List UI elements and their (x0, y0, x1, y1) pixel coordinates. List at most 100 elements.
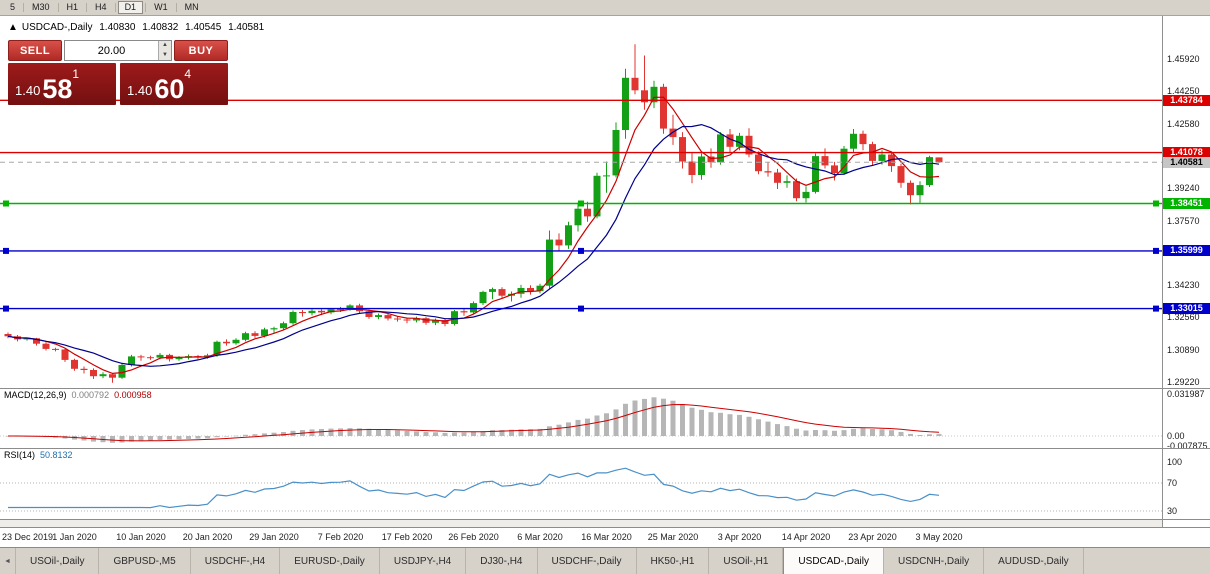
price-axis-label: 1.29220 (1167, 377, 1200, 387)
volume-input[interactable]: 20.00 ▲ ▼ (64, 40, 172, 61)
rsi-axis-label: 30 (1167, 506, 1178, 516)
sell-button[interactable]: SELL (8, 40, 62, 61)
chart-tab-eurusd-daily[interactable]: EURUSD-,Daily (280, 548, 380, 574)
pane-separator[interactable] (0, 448, 1210, 449)
rsi-label: RSI(14) 50.8132 (4, 450, 73, 460)
current-price-tag: 1.40581 (1163, 156, 1210, 168)
price-axis-label: 1.32560 (1167, 312, 1200, 323)
date-axis-label: 26 Feb 2020 (448, 532, 499, 542)
ask-quote-panel[interactable]: 1.40 60 4 (120, 63, 228, 105)
timeframe-button-mn[interactable]: MN (184, 2, 199, 12)
date-axis-label: 20 Jan 2020 (182, 532, 233, 542)
oneclick-toggle-icon[interactable]: ▲ (8, 22, 18, 33)
price-axis-label: 1.39240 (1167, 183, 1200, 194)
level-price-tag[interactable]: 1.43784 (1163, 94, 1210, 106)
macd-label: MACD(12,26,9) 0.000792 0.000958 (4, 390, 152, 400)
level-price-tag[interactable]: 1.35999 (1163, 245, 1210, 257)
level-price-tag[interactable]: 1.33015 (1163, 303, 1210, 315)
bid-quote-panel[interactable]: 1.40 58 1 (8, 63, 116, 105)
chart-tab-gbpusd-m5[interactable]: GBPUSD-,M5 (99, 548, 191, 574)
rsi-value: 50.8132 (40, 450, 73, 460)
chart-tab-usoil-daily[interactable]: USOil-,Daily (16, 548, 100, 574)
price-axis-label: 1.44250 (1167, 86, 1200, 97)
timeframe-button-m30[interactable]: M30 (32, 2, 50, 12)
price-axis-label: 1.34230 (1167, 280, 1200, 291)
date-axis-label: 3 May 2020 (915, 532, 963, 542)
level-price-tag[interactable]: 1.38451 (1163, 198, 1210, 209)
rsi-pane[interactable]: RSI(14) 50.8132 (0, 449, 1162, 519)
macd-axis-label: -0.007875 (1167, 441, 1208, 451)
ask-prefix: 1.40 (127, 83, 153, 98)
price-axis-label: 1.30890 (1167, 344, 1200, 355)
chart-header: ▲ USDCAD-,Daily 1.40830 1.40832 1.40545 1… (8, 22, 268, 33)
chart-tab-dj30-h4[interactable]: DJ30-,H4 (466, 548, 538, 574)
volume-down-icon[interactable]: ▼ (159, 50, 171, 60)
bid-big-digits: 58 (42, 74, 73, 104)
ohlc-open: 1.40830 (99, 22, 136, 33)
pane-separator[interactable] (0, 519, 1210, 520)
date-axis-label: 16 Mar 2020 (581, 532, 632, 542)
macd-axis-label: 0.00 (1167, 431, 1185, 441)
one-click-trading-panel: SELL 20.00 ▲ ▼ BUY 1.40 58 1 1.40 60 4 (8, 40, 228, 105)
toolbar-separator (175, 3, 177, 12)
date-axis[interactable]: 23 Dec 2019 1 Jan 2020 10 Jan 2020 20 Jan 2… (0, 528, 1210, 547)
ohlc-low: 1.40545 (185, 22, 222, 33)
price-axis[interactable]: 1.459201.442501.425801.409101.392401.375… (1163, 16, 1210, 528)
price-axis-label: 1.42580 (1167, 118, 1200, 129)
ohlc-close: 1.40581 (228, 22, 265, 33)
date-axis-label: 17 Feb 2020 (381, 532, 433, 542)
chart-tab-bar: ◄ USOil-,Daily GBPUSD-,M5 USDCHF-,H4 EURUSD… (0, 547, 1210, 574)
price-axis-label: 1.45920 (1167, 54, 1200, 64)
bid-pipette: 1 (72, 67, 80, 81)
chart-symbol-title: USDCAD-,Daily (21, 22, 93, 33)
buy-button[interactable]: BUY (174, 40, 228, 61)
date-axis-label: 23 Apr 2020 (848, 532, 897, 542)
toolbar-separator (114, 3, 116, 12)
chart-tab-usdchf-h4[interactable]: USDCHF-,H4 (191, 548, 281, 574)
chart-tab-usoil-h1[interactable]: USOil-,H1 (709, 548, 784, 574)
timeframe-button-w1[interactable]: W1 (154, 2, 168, 12)
chart-tab-hk50-h1[interactable]: HK50-,H1 (637, 548, 710, 574)
chart-tab-usdcnh-daily[interactable]: USDCNH-,Daily (884, 548, 985, 574)
toolbar-separator (86, 3, 88, 12)
date-axis-label: 14 Apr 2020 (781, 532, 831, 542)
tab-scroll-left-icon[interactable]: ◄ (0, 548, 16, 574)
price-axis-label: 1.37570 (1167, 215, 1200, 226)
date-axis-label: 6 Mar 2020 (517, 532, 563, 542)
macd-value-main: 0.000792 (71, 390, 110, 400)
macd-value-signal: 0.000958 (114, 390, 152, 400)
timeframe-button-h1[interactable]: H1 (66, 2, 79, 12)
level-price-tag[interactable]: 1.41078 (1163, 147, 1210, 159)
rsi-chart[interactable] (0, 449, 1162, 519)
date-axis-label: 7 Feb 2020 (317, 532, 364, 542)
volume-up-icon[interactable]: ▲ (159, 41, 171, 51)
date-axis-label: 23 Dec 2019 (2, 532, 54, 542)
toolbar-separator (23, 3, 25, 12)
chart-tab-usdchf-daily[interactable]: USDCHF-,Daily (538, 548, 637, 574)
ohlc-high: 1.40832 (142, 22, 179, 33)
ask-pipette: 4 (184, 67, 192, 81)
toolbar-separator (145, 3, 147, 12)
chart-tab-usdjpy-h4[interactable]: USDJPY-,H4 (380, 548, 467, 574)
chart-tab-audusd-daily[interactable]: AUDUSD-,Daily (984, 548, 1084, 574)
timeframe-button-h4[interactable]: H4 (95, 2, 107, 12)
timeframe-toolbar: 5 M30 H1 H4 D1 W1 MN (0, 0, 1210, 16)
date-axis-label: 29 Jan 2020 (249, 532, 299, 542)
rsi-axis-label: 100 (1167, 457, 1183, 467)
macd-chart[interactable] (0, 389, 1162, 448)
rsi-name: RSI(14) (4, 450, 36, 460)
macd-name: MACD(12,26,9) (4, 390, 67, 400)
macd-pane[interactable]: MACD(12,26,9) 0.000792 0.000958 (0, 389, 1162, 448)
chart-scrollbar[interactable] (0, 520, 1162, 527)
date-axis-label: 25 Mar 2020 (647, 532, 699, 542)
timeframe-button-5[interactable]: 5 (10, 2, 16, 12)
date-axis-label: 3 Apr 2020 (717, 532, 762, 542)
rsi-axis-label: 70 (1167, 478, 1178, 488)
candlestick-chart[interactable] (0, 16, 1162, 388)
chart-tab-usdcad-daily[interactable]: USDCAD-,Daily (783, 548, 884, 574)
date-axis-label: 10 Jan 2020 (116, 532, 166, 542)
volume-value[interactable]: 20.00 (97, 44, 126, 57)
ask-big-digits: 60 (154, 74, 185, 104)
pane-separator[interactable] (0, 388, 1210, 389)
timeframe-button-d1[interactable]: D1 (117, 1, 144, 14)
